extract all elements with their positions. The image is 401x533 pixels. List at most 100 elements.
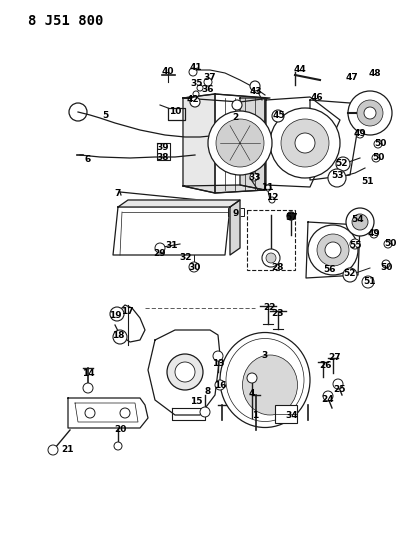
Text: 50: 50: [384, 239, 396, 248]
Text: 7: 7: [115, 189, 121, 198]
Circle shape: [287, 212, 295, 220]
Text: 5: 5: [102, 110, 108, 119]
Text: 9: 9: [233, 208, 239, 217]
Text: 40: 40: [162, 68, 174, 77]
Polygon shape: [183, 185, 265, 193]
Text: 25: 25: [334, 385, 346, 394]
Polygon shape: [183, 94, 215, 193]
Circle shape: [317, 234, 349, 266]
Circle shape: [113, 330, 127, 344]
Text: 10: 10: [169, 108, 181, 117]
Text: 37: 37: [204, 72, 216, 82]
Text: 49: 49: [354, 130, 367, 139]
Circle shape: [213, 351, 223, 361]
Text: 50: 50: [372, 154, 384, 163]
Text: 1: 1: [252, 410, 258, 419]
Text: 23: 23: [272, 310, 284, 319]
Text: 22: 22: [263, 303, 275, 312]
Circle shape: [370, 230, 378, 238]
Circle shape: [348, 91, 392, 135]
Circle shape: [372, 154, 380, 162]
Circle shape: [333, 379, 343, 389]
Circle shape: [120, 408, 130, 418]
Text: 30: 30: [189, 263, 201, 272]
Text: 54: 54: [352, 214, 365, 223]
Circle shape: [364, 107, 376, 119]
Circle shape: [357, 100, 383, 126]
Circle shape: [325, 242, 341, 258]
Polygon shape: [113, 207, 230, 255]
Circle shape: [167, 354, 203, 390]
Circle shape: [281, 119, 329, 167]
Text: 50: 50: [380, 263, 392, 272]
Circle shape: [343, 268, 357, 282]
Circle shape: [85, 408, 95, 418]
Polygon shape: [240, 98, 265, 190]
Polygon shape: [148, 330, 220, 415]
Circle shape: [269, 197, 275, 203]
Text: 29: 29: [154, 249, 166, 259]
Polygon shape: [183, 94, 270, 102]
Circle shape: [193, 91, 199, 97]
Circle shape: [48, 445, 58, 455]
Circle shape: [308, 225, 358, 275]
Circle shape: [197, 85, 203, 91]
Circle shape: [323, 391, 333, 401]
Text: 31: 31: [166, 240, 178, 249]
Text: 32: 32: [180, 253, 192, 262]
Text: 36: 36: [202, 85, 214, 94]
Text: 57: 57: [286, 214, 298, 222]
Text: 20: 20: [114, 425, 126, 434]
Text: 35: 35: [191, 79, 203, 88]
Text: 41: 41: [190, 63, 203, 72]
Text: 8 J51 800: 8 J51 800: [28, 14, 103, 28]
Text: 48: 48: [369, 69, 381, 78]
Circle shape: [295, 133, 315, 153]
Text: 52: 52: [336, 158, 348, 167]
Text: 43: 43: [250, 86, 262, 95]
Circle shape: [270, 108, 340, 178]
Text: 24: 24: [322, 395, 334, 405]
Text: 18: 18: [112, 330, 124, 340]
Ellipse shape: [226, 338, 304, 422]
Text: 27: 27: [329, 353, 341, 362]
Text: 3: 3: [262, 351, 268, 359]
Text: 33: 33: [249, 174, 261, 182]
Circle shape: [356, 130, 364, 138]
Circle shape: [189, 68, 197, 76]
Text: 8: 8: [205, 387, 211, 397]
Circle shape: [247, 373, 257, 383]
Circle shape: [266, 253, 276, 263]
Polygon shape: [172, 408, 205, 420]
Circle shape: [265, 185, 271, 191]
Text: 6: 6: [85, 156, 91, 165]
Circle shape: [250, 173, 258, 181]
Circle shape: [382, 260, 390, 268]
Circle shape: [190, 97, 200, 107]
Polygon shape: [68, 398, 148, 428]
Circle shape: [114, 442, 122, 450]
Text: 42: 42: [187, 95, 199, 104]
Circle shape: [362, 276, 374, 288]
Ellipse shape: [220, 333, 310, 427]
Text: 11: 11: [261, 183, 273, 192]
Text: 46: 46: [311, 93, 323, 101]
Text: 19: 19: [109, 311, 122, 319]
Polygon shape: [310, 100, 360, 180]
Polygon shape: [230, 200, 240, 255]
Text: 39: 39: [157, 143, 169, 152]
Circle shape: [175, 362, 195, 382]
Circle shape: [204, 78, 212, 86]
Circle shape: [155, 243, 165, 253]
Text: 51: 51: [362, 177, 374, 187]
Circle shape: [374, 140, 382, 148]
Circle shape: [200, 407, 210, 417]
Circle shape: [216, 119, 264, 167]
Text: 13: 13: [212, 359, 224, 368]
Circle shape: [262, 249, 280, 267]
Text: 14: 14: [82, 369, 94, 378]
Text: 50: 50: [374, 140, 386, 149]
Circle shape: [272, 110, 284, 122]
Circle shape: [208, 111, 272, 175]
Text: 21: 21: [62, 446, 74, 455]
